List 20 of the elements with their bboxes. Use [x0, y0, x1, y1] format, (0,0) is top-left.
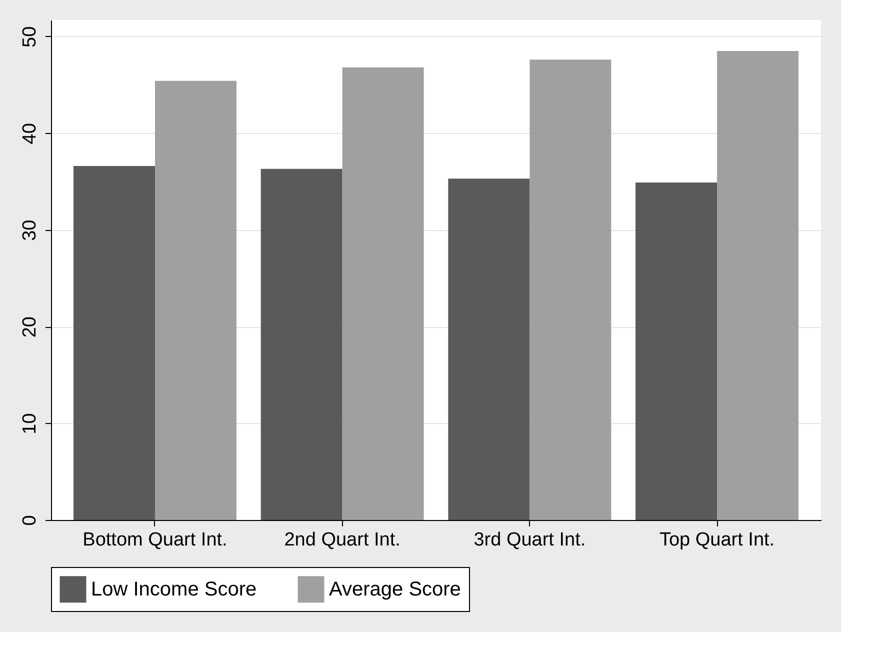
bar [73, 166, 155, 520]
x-tick-label: 2nd Quart Int. [284, 530, 400, 550]
bar [154, 80, 236, 520]
x-tick-label: Bottom Quart Int. [82, 530, 228, 550]
y-tick-label: 10 [20, 413, 40, 434]
bar [260, 168, 342, 520]
legend-label: Average Score [329, 578, 461, 600]
y-tick-label: 30 [20, 220, 40, 241]
legend-label: Low Income Score [91, 578, 257, 600]
x-tick-label: 3rd Quart Int. [474, 530, 586, 550]
bar [636, 182, 718, 520]
bar [342, 67, 424, 520]
y-tick-label: 20 [20, 316, 40, 338]
y-tick-label: 40 [20, 123, 40, 144]
x-tick-label: Top Quart Int. [659, 530, 775, 550]
y-tick-label: 50 [20, 26, 40, 48]
bar [530, 60, 612, 520]
bar [448, 178, 530, 520]
y-tick-label: 0 [20, 515, 40, 526]
bar [717, 50, 799, 520]
